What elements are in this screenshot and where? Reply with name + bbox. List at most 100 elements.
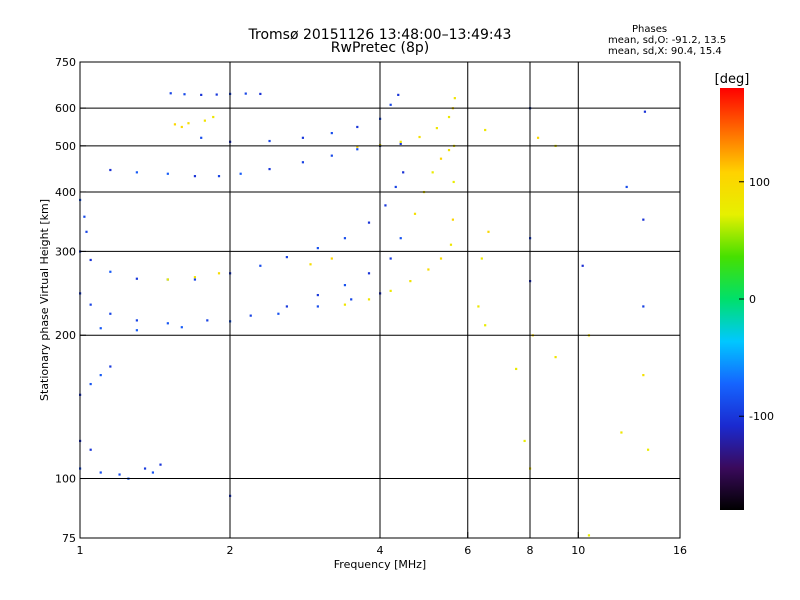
scatter-point <box>180 326 183 329</box>
scatter-point <box>109 168 112 172</box>
scatter-point <box>166 322 169 325</box>
y-tick-label: 400 <box>55 186 76 199</box>
scatter-point <box>109 270 112 273</box>
scatter-point <box>259 92 262 96</box>
scatter-point <box>350 298 353 301</box>
scatter-point <box>397 93 400 96</box>
scatter-point <box>389 289 392 292</box>
scatter-point <box>200 136 203 139</box>
scatter-point <box>394 185 397 189</box>
scatter-point <box>159 463 162 466</box>
scatter-point <box>217 272 221 275</box>
scatter-point <box>166 172 169 175</box>
scatter-point <box>480 257 483 260</box>
scatter-point <box>356 125 359 129</box>
scatter-point <box>193 175 197 178</box>
scatter-point <box>301 161 305 164</box>
scatter-point <box>447 115 451 119</box>
scatter-point <box>135 171 138 174</box>
scatter-point <box>343 303 347 306</box>
scatter-point <box>183 93 186 96</box>
x-tick-label: 1 <box>77 544 84 557</box>
colorbar-ticks: 100 0 -100 <box>739 176 774 423</box>
x-axis-label: Frequency [MHz] <box>334 558 426 571</box>
scatter-point <box>89 382 92 386</box>
scatter-point <box>259 264 262 267</box>
colorbar-tick-label: 0 <box>749 293 756 306</box>
x-tick-label: 6 <box>464 544 471 557</box>
scatter-point <box>484 324 487 327</box>
scatter-point <box>581 264 584 267</box>
scatter-point <box>99 374 102 377</box>
scatter-point <box>83 215 86 218</box>
scatter-point <box>239 172 242 175</box>
scatter-point <box>453 97 456 100</box>
axis-ticks <box>79 61 681 539</box>
scatter-point <box>187 122 190 125</box>
scatter-point <box>487 230 490 233</box>
x-tick-label: 16 <box>673 544 687 557</box>
scatter-point <box>301 136 305 139</box>
scatter-point <box>418 135 421 139</box>
scatter-point <box>166 278 169 281</box>
scatter-point <box>285 305 288 308</box>
scatter-point <box>399 237 402 240</box>
y-tick-label: 75 <box>62 532 76 545</box>
scatter-point <box>151 471 155 474</box>
scatter-point <box>200 93 203 96</box>
scatter-point <box>316 305 319 308</box>
scatter-point <box>367 221 371 224</box>
scatter-point <box>309 263 312 266</box>
scatter-point <box>367 298 371 301</box>
scatter-point <box>384 204 387 207</box>
grid-lines <box>80 62 680 538</box>
y-tick-label: 300 <box>55 245 76 258</box>
scatter-point <box>143 467 147 470</box>
scatter-point <box>399 140 402 143</box>
scatter-point <box>435 127 438 130</box>
scatter-points <box>79 92 650 537</box>
scatter-point <box>316 293 319 297</box>
x-tick-label: 8 <box>527 544 534 557</box>
y-tick-label: 200 <box>55 329 76 342</box>
scatter-point <box>89 448 92 451</box>
scatter-point <box>249 314 252 317</box>
colorbar-label: [deg] <box>715 72 750 87</box>
scatter-point <box>439 257 443 260</box>
x-tick-label: 10 <box>571 544 585 557</box>
scatter-point <box>343 237 347 240</box>
scatter-point <box>212 115 215 119</box>
scatter-point <box>285 256 288 259</box>
scatter-point <box>180 125 183 129</box>
y-tick-label: 100 <box>55 473 76 486</box>
stats-line-x: mean, sd,X: 90.4, 15.4 <box>608 46 722 57</box>
stats-line-o: mean, sd,O: -91.2, 13.5 <box>608 35 727 46</box>
scatter-point <box>399 142 402 145</box>
scatter-point <box>135 319 138 322</box>
scatter-point <box>620 431 623 434</box>
scatter-point <box>85 230 88 233</box>
scatter-point <box>99 327 102 330</box>
y-tick-labels: 75 100 200 300 400 500 600 750 <box>55 56 76 545</box>
scatter-point <box>330 131 333 135</box>
scatter-point <box>642 218 645 221</box>
scatter-point <box>118 473 121 476</box>
x-tick-label: 4 <box>377 544 384 557</box>
y-tick-label: 600 <box>55 102 76 115</box>
scatter-point <box>206 319 209 322</box>
scatter-point <box>427 268 430 271</box>
scatter-point <box>536 136 540 139</box>
scatter-point <box>477 305 480 308</box>
scatter-point <box>268 167 271 171</box>
y-axis-label: Stationary phase Virtual Height [km] <box>38 199 51 401</box>
scatter-point <box>330 257 333 260</box>
x-tick-label: 2 <box>227 544 234 557</box>
scatter-point <box>409 280 412 283</box>
colorbar-tick-label: 100 <box>749 176 770 189</box>
y-tick-label: 750 <box>55 56 76 69</box>
scatter-point <box>439 157 443 160</box>
scatter-point <box>523 439 526 443</box>
scatter-point <box>642 305 645 308</box>
scatter-point <box>135 277 138 280</box>
scatter-point <box>99 471 102 474</box>
